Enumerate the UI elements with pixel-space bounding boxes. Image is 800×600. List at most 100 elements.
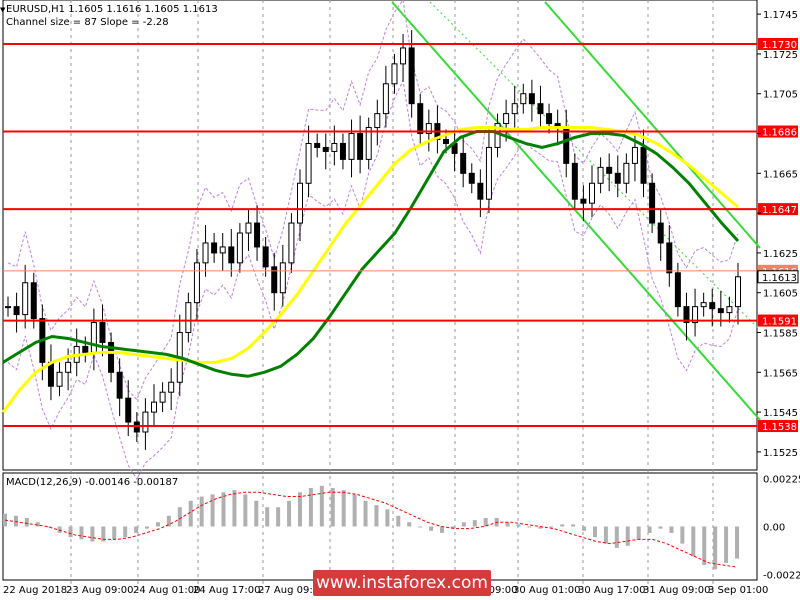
candle-body — [322, 146, 329, 152]
regression-channel — [391, 1, 761, 421]
y-tick-label: 1.1745 — [763, 10, 798, 21]
level-label-bg — [758, 203, 798, 216]
macd-bar — [582, 526, 587, 531]
candle-body — [623, 162, 630, 184]
candle-body — [297, 182, 303, 224]
ma-fast-line — [2, 130, 740, 378]
macd-bar — [450, 526, 455, 529]
candle-body — [151, 401, 157, 413]
candle-body — [185, 302, 192, 334]
candle-body — [47, 361, 54, 387]
candle-body — [219, 246, 226, 254]
candle-body — [589, 182, 595, 204]
macd-bar — [90, 526, 95, 542]
candle-body — [649, 182, 656, 224]
candle-body — [245, 222, 252, 234]
macd-bar — [385, 509, 390, 527]
candle-body — [528, 93, 535, 105]
candle-body — [683, 306, 690, 324]
candle-body — [511, 103, 518, 115]
macd-tick-label: -0.00225 — [763, 571, 800, 582]
candle-body — [211, 242, 218, 254]
envelope-lower — [7, 78, 739, 481]
macd-bar — [112, 526, 117, 540]
candle-body — [30, 282, 37, 320]
watermark-banner[interactable]: www.instaforex.com — [313, 570, 491, 596]
candle-body — [271, 266, 278, 294]
channel-lower-line — [391, 1, 761, 421]
macd-tick-label: 0.00225 — [763, 474, 800, 485]
candle-body — [305, 142, 312, 184]
candle-body — [717, 308, 724, 314]
candle-body — [614, 172, 621, 184]
y-tick-label: 1.1525 — [763, 448, 798, 459]
macd-bar — [658, 526, 663, 529]
price-series — [5, 30, 741, 450]
level-label: 1.1730 — [762, 40, 797, 51]
macd-bar — [538, 526, 543, 529]
candle-body — [503, 113, 510, 125]
candle-body — [692, 306, 699, 324]
candle-body — [631, 146, 638, 164]
candle-body — [477, 182, 484, 200]
macd-bar — [35, 522, 40, 527]
level-label-bg — [758, 420, 798, 433]
macd-bar — [396, 515, 401, 527]
macd-bar — [243, 494, 248, 527]
macd-bar — [232, 490, 237, 527]
candle-body — [193, 262, 200, 304]
macd-bar — [461, 522, 466, 527]
candle-body — [13, 306, 20, 316]
macd-bar — [210, 494, 215, 527]
candle-body — [571, 162, 578, 200]
y-tick-label: 1.1545 — [763, 408, 798, 419]
channel-mid-line — [429, 1, 761, 331]
macd-bar — [505, 522, 510, 527]
candle-body — [520, 93, 527, 105]
candle-body — [666, 242, 673, 274]
y-tick-label: 1.1585 — [763, 329, 798, 340]
candle-body — [640, 146, 647, 184]
macd-bar — [483, 517, 488, 527]
candle-body — [726, 306, 733, 314]
candle-body — [99, 322, 106, 343]
candle-body — [365, 127, 372, 160]
y-tick-label: 1.1605 — [763, 289, 798, 300]
macd-bar — [352, 494, 357, 527]
chart-symbol-header: EURUSD,H1 1.1605 1.1616 1.1605 1.1613 — [6, 4, 218, 15]
y-tick-label: 1.1565 — [763, 368, 798, 379]
candle-body — [202, 242, 209, 264]
macd-bar — [407, 522, 412, 527]
level-label-bg — [758, 125, 798, 138]
y-tick-label: 1.1725 — [763, 50, 798, 61]
macd-bar — [724, 526, 729, 563]
macd-bar — [221, 492, 226, 527]
macd-bar — [549, 526, 554, 528]
macd-bar — [560, 524, 565, 527]
macd-bar — [166, 515, 171, 527]
y-tick-label: 1.1705 — [763, 90, 798, 101]
macd-panel: 0.00225 0.00 -0.00225 — [2, 472, 800, 582]
x-tick-label: 31 Aug 09:00 — [643, 585, 710, 596]
macd-bar — [636, 526, 641, 540]
candle-body — [116, 371, 123, 399]
level-label: 1.1591 — [762, 317, 797, 328]
candle-body — [236, 232, 243, 264]
macd-bar — [308, 487, 313, 527]
macd-bar — [702, 526, 707, 566]
level-label-bg — [758, 37, 798, 50]
candle-body — [709, 302, 716, 310]
macd-bar — [330, 487, 335, 527]
macd-bar — [134, 526, 139, 533]
macd-bar — [265, 507, 270, 527]
candle-body — [606, 166, 613, 174]
collapse-triangle-icon[interactable]: ▼ — [0, 6, 6, 14]
candle-body — [580, 198, 587, 204]
macd-bar — [735, 526, 739, 559]
macd-bar — [254, 500, 259, 527]
macd-bar — [13, 515, 18, 527]
x-tick-label: 22 Aug 2018 — [3, 585, 67, 596]
macd-bar — [68, 526, 73, 538]
macd-bar — [713, 526, 718, 570]
